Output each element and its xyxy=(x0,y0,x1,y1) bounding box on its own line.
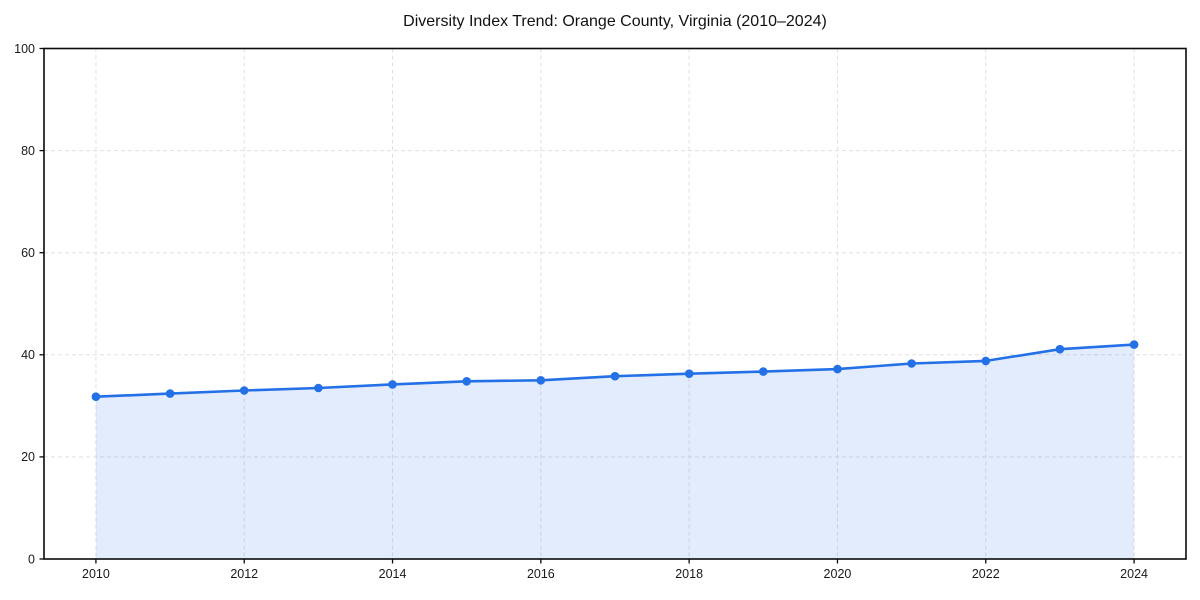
x-axis-tick-label: 2016 xyxy=(527,567,555,581)
area-fill xyxy=(95,344,1135,559)
y-axis-tick-label: 40 xyxy=(21,348,35,362)
y-axis-tick-label: 80 xyxy=(21,144,35,158)
data-point-marker xyxy=(684,369,694,379)
x-axis-tick-label: 2010 xyxy=(82,567,110,581)
data-point-marker xyxy=(759,367,768,376)
plot-frame xyxy=(43,47,1187,560)
data-point-marker xyxy=(536,376,546,385)
y-axis-tick-label: 0 xyxy=(28,552,35,566)
y-axis-tick-label: 100 xyxy=(14,42,35,56)
data-point-marker xyxy=(833,364,842,374)
y-axis-tick-label: 20 xyxy=(21,450,35,464)
data-point-marker xyxy=(907,359,916,368)
chart-title: Diversity Index Trend: Orange County, Vi… xyxy=(403,13,827,30)
x-axis-tick-label: 2018 xyxy=(675,567,703,581)
y-axis-tick-label: 60 xyxy=(21,246,35,260)
x-axis-tick-label: 2022 xyxy=(972,567,1000,581)
data-point-marker xyxy=(1055,344,1065,354)
data-point-marker xyxy=(388,380,397,389)
data-point-marker xyxy=(1129,340,1139,349)
x-axis-tick-label: 2012 xyxy=(230,567,258,581)
data-point-marker xyxy=(462,377,472,386)
data-point-marker xyxy=(314,383,323,393)
x-axis-tick-label: 2014 xyxy=(379,567,407,581)
data-point-marker xyxy=(239,386,249,395)
x-axis-tick-label: 2020 xyxy=(824,567,852,581)
x-axis-tick-label: 2024 xyxy=(1120,567,1148,581)
data-point-marker xyxy=(610,371,620,381)
data-point-marker xyxy=(165,389,175,398)
data-point-marker xyxy=(981,356,991,366)
data-point-marker xyxy=(91,392,101,402)
